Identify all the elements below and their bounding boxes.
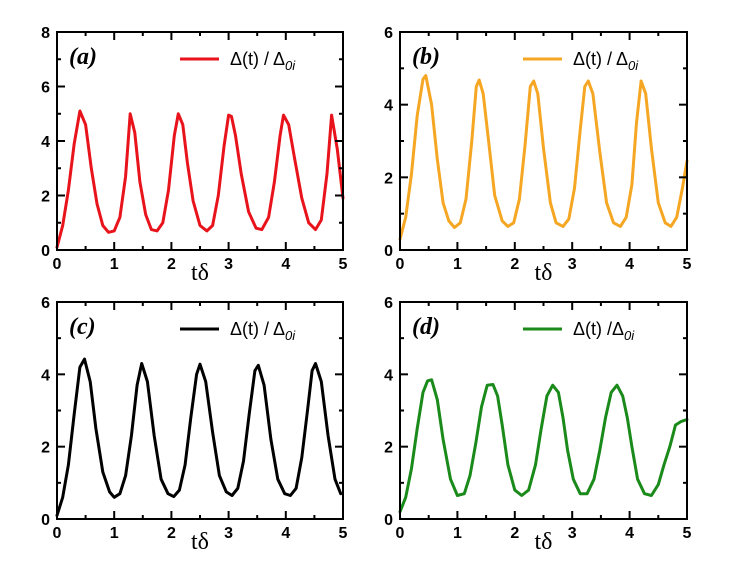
x-tick-label: 5 xyxy=(683,256,692,273)
y-tick-label: 4 xyxy=(384,367,393,384)
y-tick-label: 8 xyxy=(41,25,50,42)
y-tick-label: 6 xyxy=(41,80,50,97)
x-tick-label: 4 xyxy=(625,256,634,273)
y-tick-label: 2 xyxy=(41,440,50,457)
x-axis-label: tδ xyxy=(191,260,209,286)
chart-panel: 0 1 2 3 4 5 0 2 4 6 8 tδ (a) Δ(t) / Δ0i xyxy=(41,25,347,286)
legend-label: Δ(t) / Δ0i xyxy=(230,49,296,73)
x-tick-label: 1 xyxy=(110,525,119,542)
series-line xyxy=(398,378,689,514)
chart-panel: 0 1 2 3 4 5 0 2 4 6 tδ (d) Δ(t) /Δ0i xyxy=(384,295,691,555)
x-tick-label: 2 xyxy=(167,525,176,542)
x-tick-label: 1 xyxy=(453,256,462,273)
chart-panel: 0 1 2 3 4 5 0 2 4 6 tδ (b) Δ(t) / Δ0i xyxy=(384,25,691,286)
y-tick-label: 6 xyxy=(41,295,50,312)
legend-label: Δ(t) /Δ0i xyxy=(573,319,635,343)
y-tick-label: 6 xyxy=(384,25,393,42)
y-tick-label: 6 xyxy=(384,295,393,312)
y-tick-label: 4 xyxy=(41,367,50,384)
x-tick-label: 2 xyxy=(510,256,519,273)
x-tick-label: 3 xyxy=(568,525,577,542)
panel-label: (a) xyxy=(69,44,97,70)
x-tick-label: 1 xyxy=(453,525,462,542)
legend-subscript: 0i xyxy=(624,328,635,343)
panel-label: (d) xyxy=(412,314,440,340)
y-tick-label: 2 xyxy=(41,189,50,206)
chart-panel: 0 1 2 3 4 5 0 2 4 6 tδ (c) Δ(t) / Δ0i xyxy=(41,295,347,555)
x-tick-label: 5 xyxy=(339,256,348,273)
x-tick-label: 4 xyxy=(281,256,290,273)
series-line xyxy=(398,74,689,241)
x-tick-label: 4 xyxy=(625,525,634,542)
x-tick-label: 2 xyxy=(510,525,519,542)
x-tick-label: 3 xyxy=(224,525,233,542)
y-tick-label: 0 xyxy=(384,243,393,260)
x-tick-label: 1 xyxy=(110,256,119,273)
x-tick-label: 5 xyxy=(683,525,692,542)
legend-label: Δ(t) / Δ0i xyxy=(573,49,639,73)
x-axis-label: tδ xyxy=(535,529,553,555)
legend-subscript: 0i xyxy=(285,328,296,343)
x-tick-label: 2 xyxy=(167,256,176,273)
x-tick-label: 4 xyxy=(281,525,290,542)
series-line xyxy=(55,109,345,249)
y-tick-label: 2 xyxy=(384,440,393,457)
x-axis-label: tδ xyxy=(191,529,209,555)
legend-label: Δ(t) / Δ0i xyxy=(230,319,296,343)
y-tick-label: 4 xyxy=(384,98,393,115)
x-tick-label: 0 xyxy=(396,256,405,273)
x-tick-label: 0 xyxy=(396,525,405,542)
y-tick-label: 0 xyxy=(41,243,50,260)
y-tick-label: 2 xyxy=(384,170,393,187)
x-tick-label: 0 xyxy=(53,256,62,273)
x-tick-label: 0 xyxy=(53,525,62,542)
legend-subscript: 0i xyxy=(285,58,296,73)
series-line xyxy=(55,357,343,517)
x-axis-label: tδ xyxy=(535,260,553,286)
x-tick-label: 5 xyxy=(339,525,348,542)
y-tick-label: 4 xyxy=(41,134,50,151)
x-tick-label: 3 xyxy=(224,256,233,273)
panel-label: (c) xyxy=(69,314,96,340)
legend-subscript: 0i xyxy=(628,58,639,73)
y-tick-label: 0 xyxy=(384,512,393,529)
plot-frame xyxy=(56,301,344,520)
panel-label: (b) xyxy=(412,44,440,70)
y-tick-label: 0 xyxy=(41,512,50,529)
x-tick-label: 3 xyxy=(568,256,577,273)
